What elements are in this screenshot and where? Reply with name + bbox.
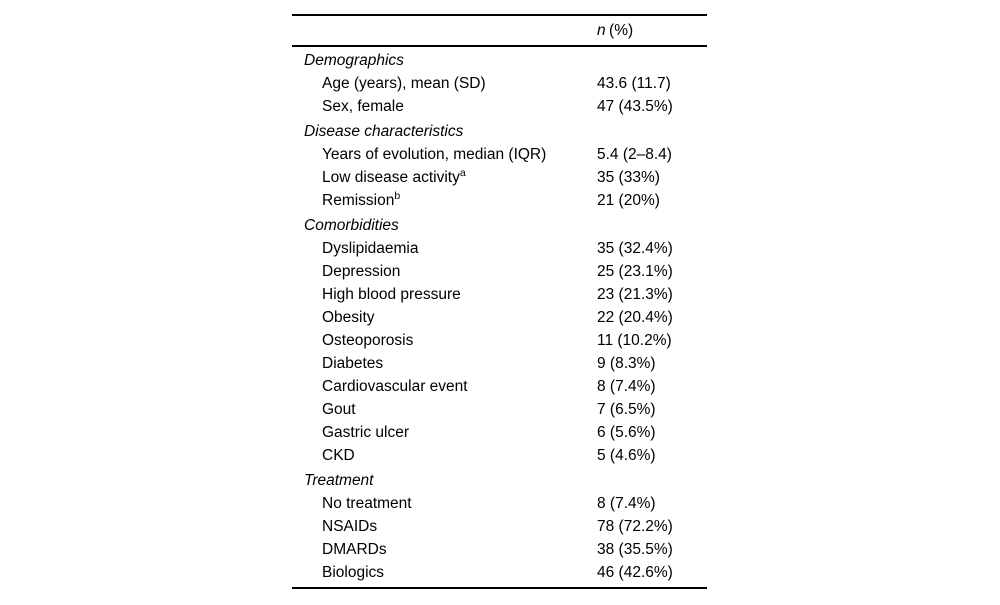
section-label: Demographics: [304, 52, 404, 69]
row-label: Obesity: [322, 309, 375, 326]
data-row: Remissionb 21 (20%): [292, 189, 707, 212]
row-label-wrap: Diabetes: [292, 355, 383, 372]
data-row: Osteoporosis 11 (10.2%): [292, 329, 707, 352]
row-label-wrap: DMARDs: [292, 541, 387, 558]
pct-label: (%): [609, 21, 634, 39]
data-row: Years of evolution, median (IQR) 5.4 (2–8…: [292, 143, 707, 166]
row-value: 11 (10.2%): [597, 332, 672, 349]
table-top-rule: [292, 14, 707, 16]
data-row: Diabetes 9 (8.3%): [292, 352, 707, 375]
row-value: 35 (33%): [597, 169, 660, 186]
row-label-wrap: Remissionb: [292, 189, 401, 209]
row-label-wrap: Depression: [292, 263, 400, 280]
row-label-wrap: Low disease activitya: [292, 166, 466, 186]
section-row: Disease characteristics: [292, 118, 707, 143]
row-label-wrap: No treatment: [292, 495, 412, 512]
row-label: Remission: [322, 192, 395, 209]
table-bottom-rule: [292, 587, 707, 589]
data-row: CKD 5 (4.6%): [292, 444, 707, 467]
data-row: Dyslipidaemia 35 (32.4%): [292, 237, 707, 260]
section-label: Comorbidities: [304, 217, 399, 234]
row-label-wrap: Years of evolution, median (IQR): [292, 146, 546, 163]
data-row: NSAIDs 78 (72.2%): [292, 515, 707, 538]
row-label-wrap: CKD: [292, 447, 355, 464]
row-value: 7 (6.5%): [597, 401, 656, 418]
row-value: 6 (5.6%): [597, 424, 656, 441]
data-row: Cardiovascular event 8 (7.4%): [292, 375, 707, 398]
row-value: 38 (35.5%): [597, 541, 673, 558]
row-value: 25 (23.1%): [597, 263, 673, 280]
table-header-row: n (%): [292, 16, 707, 45]
data-row: Biologics 46 (42.6%): [292, 561, 707, 584]
row-value: 47 (43.5%): [597, 98, 673, 115]
row-label: Years of evolution, median (IQR): [322, 146, 547, 163]
n-symbol: n: [597, 21, 606, 39]
row-label: NSAIDs: [322, 518, 378, 535]
data-row: Age (years), mean (SD) 43.6 (11.7): [292, 72, 707, 95]
row-label: Age (years), mean (SD): [322, 75, 486, 92]
section-label: Disease characteristics: [304, 123, 464, 140]
row-value: 5 (4.6%): [597, 447, 656, 464]
row-value: 9 (8.3%): [597, 355, 656, 372]
footnote-marker: a: [459, 166, 466, 179]
data-row: Gastric ulcer 6 (5.6%): [292, 421, 707, 444]
column-header-n-pct: n (%): [597, 16, 633, 45]
row-label-wrap: Age (years), mean (SD): [292, 75, 486, 92]
row-label-wrap: Gastric ulcer: [292, 424, 409, 441]
row-value: 78 (72.2%): [597, 518, 673, 535]
row-label-wrap: Gout: [292, 401, 356, 418]
row-value: 23 (21.3%): [597, 286, 673, 303]
row-value: 35 (32.4%): [597, 240, 673, 257]
data-row: High blood pressure 23 (21.3%): [292, 283, 707, 306]
data-row: DMARDs 38 (35.5%): [292, 538, 707, 561]
row-label: Dyslipidaemia: [322, 240, 419, 257]
row-value: 5.4 (2–8.4): [597, 146, 672, 163]
row-label-wrap: Biologics: [292, 564, 384, 581]
data-row: No treatment 8 (7.4%): [292, 492, 707, 515]
data-row: Depression 25 (23.1%): [292, 260, 707, 283]
row-label-wrap: Obesity: [292, 309, 375, 326]
table-header-rule: [292, 44, 707, 47]
row-label: Sex, female: [322, 98, 404, 115]
data-row: Sex, female 47 (43.5%): [292, 95, 707, 118]
row-label: No treatment: [322, 495, 412, 512]
row-label-wrap: Cardiovascular event: [292, 378, 468, 395]
row-value: 43.6 (11.7): [597, 75, 671, 92]
footnote-marker: b: [394, 189, 401, 202]
row-label-wrap: Sex, female: [292, 98, 404, 115]
row-label: High blood pressure: [322, 286, 461, 303]
table-body: Demographics Age (years), mean (SD) 43.6 (…: [292, 47, 707, 584]
section-row: Comorbidities: [292, 212, 707, 237]
row-value: 8 (7.4%): [597, 378, 656, 395]
row-label-wrap: High blood pressure: [292, 286, 461, 303]
section-label: Treatment: [304, 472, 374, 489]
row-label-wrap: NSAIDs: [292, 518, 377, 535]
row-label-wrap: Dyslipidaemia: [292, 240, 418, 257]
row-value: 22 (20.4%): [597, 309, 673, 326]
data-row: Obesity 22 (20.4%): [292, 306, 707, 329]
row-label: Osteoporosis: [322, 332, 414, 349]
row-label: Low disease activity: [322, 169, 460, 186]
data-row: Gout 7 (6.5%): [292, 398, 707, 421]
row-label: Biologics: [322, 564, 385, 581]
row-value: 8 (7.4%): [597, 495, 656, 512]
row-label: DMARDs: [322, 541, 387, 558]
row-label: Cardiovascular event: [322, 378, 468, 395]
row-label: Depression: [322, 263, 401, 280]
row-label: Gout: [322, 401, 356, 418]
section-row: Demographics: [292, 47, 707, 72]
row-label: Diabetes: [322, 355, 384, 372]
row-value: 21 (20%): [597, 192, 660, 209]
patient-characteristics-table: n (%) Demographics Age (years), mean (SD) 4…: [292, 14, 707, 589]
data-row: Low disease activitya 35 (33%): [292, 166, 707, 189]
row-label: CKD: [322, 447, 355, 464]
section-row: Treatment: [292, 467, 707, 492]
row-value: 46 (42.6%): [597, 564, 673, 581]
row-label: Gastric ulcer: [322, 424, 409, 441]
row-label-wrap: Osteoporosis: [292, 332, 413, 349]
